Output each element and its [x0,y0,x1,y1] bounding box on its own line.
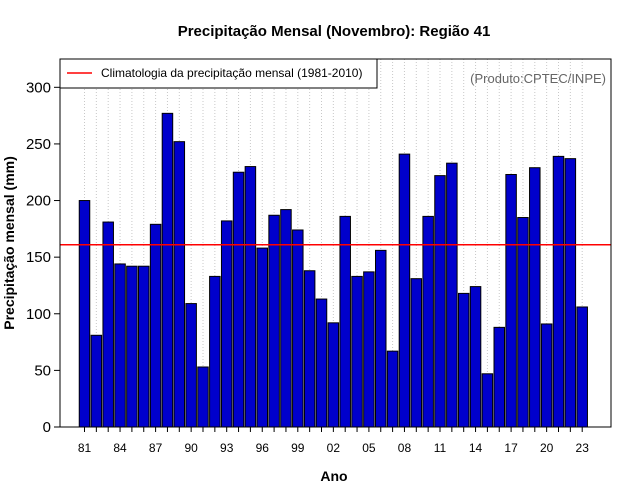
bar-1997 [268,214,280,428]
legend: Climatologia da precipitação mensal (198… [59,58,378,89]
y-tick-label: 100 [26,306,51,323]
bar-2020 [540,323,553,428]
bar-2005 [363,271,375,428]
x-tick-label: 08 [398,441,412,455]
x-tick-label: 14 [469,441,483,455]
x-tick-label: 23 [576,441,590,455]
bar-1982 [90,334,103,428]
bar-2023 [576,306,588,428]
bar-1992 [209,275,221,428]
bar-2015 [481,373,494,428]
y-tick-label: 0 [43,419,51,436]
bar-2006 [375,249,387,428]
y-tick-label: 250 [26,136,51,153]
y-axis: 0 50 100 150 200 250 300 [26,79,60,436]
bar-2004 [351,275,363,428]
y-tick-label: 50 [34,362,51,379]
bar-1999 [292,229,304,428]
product-credit: (Produto:CPTEC/INPE) [470,71,606,86]
bar-2012 [446,162,458,428]
bar-2002 [327,322,340,428]
x-tick-label: 20 [540,441,554,455]
x-tick-label: 96 [256,441,270,455]
bar-2017 [505,173,517,428]
y-axis-title: Precipitação mensal (mm) [1,156,17,330]
x-tick-label: 90 [184,441,198,455]
x-tick-label: 17 [504,441,518,455]
bar-1996 [256,247,268,428]
bar-2001 [315,298,328,428]
bar-2008 [398,153,411,428]
bar-2003 [339,215,351,428]
x-tick-label: 87 [149,441,163,455]
bars [78,112,588,428]
legend-label: Climatologia da precipitação mensal (198… [101,66,362,80]
bar-1981 [78,200,91,428]
bar-1987 [149,223,162,428]
bar-1983 [102,221,114,428]
bar-1989 [173,141,186,428]
x-tick-label: 84 [113,441,127,455]
y-tick-label: 150 [26,249,51,266]
x-tick-label: 99 [291,441,305,455]
bar-2010 [422,215,434,428]
x-tick-label: 11 [434,441,447,455]
bar-2018 [517,217,529,428]
x-tick-label: 81 [78,441,92,455]
bar-1986 [138,265,150,428]
bar-2000 [303,270,316,428]
legend-box [59,58,378,89]
bar-1985 [126,265,138,428]
bar-1988 [161,112,174,428]
bar-2013 [457,292,470,428]
bar-2021 [552,155,565,428]
x-axis-title: Ano [320,468,347,484]
bar-2007 [386,350,399,428]
bar-2019 [529,167,541,428]
bar-2009 [410,278,423,428]
bar-1994 [232,171,245,428]
bar-1990 [185,303,197,428]
x-tick-label: 02 [327,441,341,455]
x-tick-label: 05 [362,441,376,455]
bar-1993 [220,220,233,428]
bar-1995 [244,166,257,428]
bar-2022 [564,158,577,428]
x-axis: 81 84 87 90 93 96 99 02 05 08 11 14 17 20 23 [78,427,589,455]
bar-1991 [197,366,209,428]
bar-2011 [434,175,446,428]
bar-1998 [280,209,292,428]
bar-2014 [469,286,482,428]
bar-2016 [493,326,505,428]
bar-1984 [114,263,126,428]
chart-title: Precipitação Mensal (Novembro): Região 4… [178,23,491,40]
y-tick-label: 300 [26,79,51,96]
y-tick-label: 200 [26,193,51,210]
x-tick-label: 93 [220,441,234,455]
